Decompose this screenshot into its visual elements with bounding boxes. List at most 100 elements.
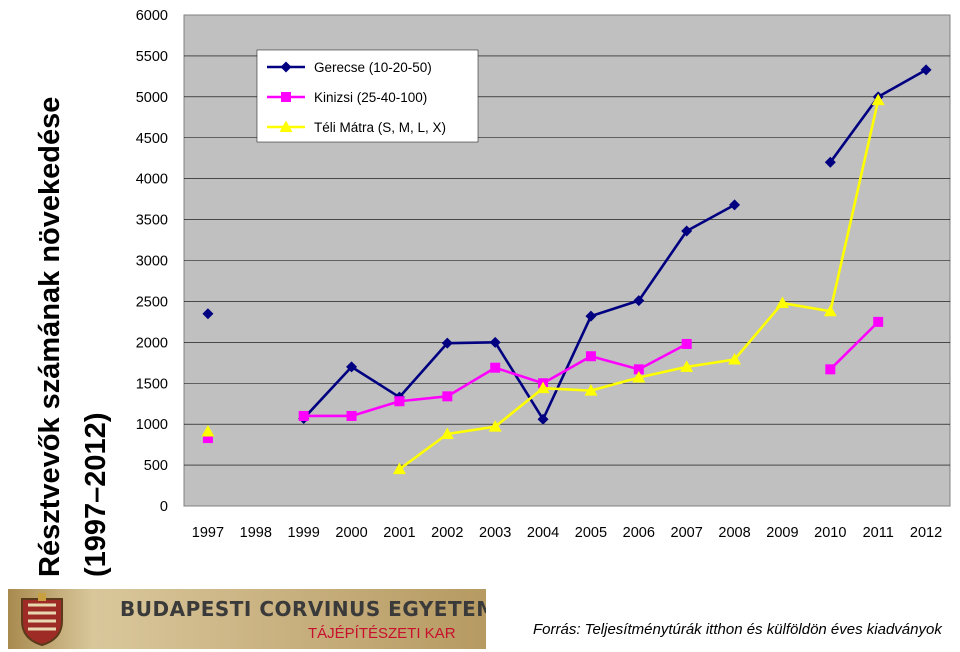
data-point <box>298 410 309 421</box>
data-point <box>201 425 215 437</box>
data-point <box>488 420 502 432</box>
data-point <box>202 308 214 320</box>
series-line-segment <box>637 342 688 371</box>
series-line-segment <box>541 354 593 385</box>
series-line-segment <box>493 366 545 385</box>
title-line-2: (1997–2012) <box>80 413 112 577</box>
legend-label: Téli Mátra (S, M, L, X) <box>314 120 446 135</box>
data-point <box>633 295 645 307</box>
series-line-segment <box>398 395 449 403</box>
y-tick-label: 2000 <box>136 335 168 351</box>
series-2 <box>202 316 884 444</box>
y-tick-label: 5500 <box>136 49 168 65</box>
series-line-segment <box>733 301 784 361</box>
series-lines <box>201 64 932 475</box>
y-tick-label: 5000 <box>136 90 168 106</box>
series-line-segment <box>685 358 736 369</box>
data-point <box>440 427 454 439</box>
legend-label: Gerecse (10-20-50) <box>314 60 432 75</box>
x-tick-label: 2011 <box>863 525 894 541</box>
series-line-segment <box>350 365 401 399</box>
series-line-segment <box>446 425 497 436</box>
data-point <box>202 433 213 444</box>
y-tick-label: 6000 <box>136 8 168 24</box>
y-tick-label: 1000 <box>136 417 168 433</box>
y-tick-label: 3000 <box>136 254 168 270</box>
data-point <box>392 462 406 475</box>
data-point <box>633 364 644 375</box>
data-point <box>537 413 549 425</box>
series-line-segment <box>541 386 593 392</box>
series-line-segment <box>637 365 688 379</box>
title-line-1: Résztvevők számának növekedése <box>34 97 66 577</box>
x-tick-label: 2007 <box>671 525 703 541</box>
x-tick-label: 2002 <box>431 525 463 541</box>
series-line-segment <box>781 301 832 313</box>
series-line-segment <box>637 229 688 302</box>
data-point <box>346 410 357 421</box>
gridlines <box>184 55 950 466</box>
series-line-segment <box>541 314 593 421</box>
series-3 <box>201 93 885 475</box>
data-point <box>584 384 598 396</box>
data-point <box>680 360 694 372</box>
x-tick-label: 2006 <box>623 525 655 541</box>
series-line-segment <box>685 203 736 233</box>
y-tick-label: 4000 <box>136 172 168 188</box>
y-axis-ticks: 0 500 1000 1500 2000 2500 3000 3500 4000 4500 5000… <box>136 8 168 515</box>
faculty-name: TÁJÉPÍTÉSZETI KAR <box>308 625 456 642</box>
university-name: BUDAPESTI CORVINUS EGYETEM <box>120 597 486 621</box>
data-point <box>823 304 837 317</box>
x-tick-label: 2000 <box>335 525 367 541</box>
series-line-segment <box>350 399 401 418</box>
legend-label: Kinizsi (25-40-100) <box>314 90 427 105</box>
data-point <box>681 225 693 237</box>
university-banner: BUDAPESTI CORVINUS EGYETEM TÁJÉPÍTÉSZETI… <box>8 589 486 649</box>
x-tick-label: 2001 <box>383 525 415 541</box>
x-tick-label: 2005 <box>575 525 607 541</box>
series-line-segment <box>589 299 641 318</box>
series-line-segment <box>302 365 353 420</box>
data-point <box>489 336 501 348</box>
data-point <box>442 391 453 402</box>
y-tick-label: 2500 <box>136 294 168 310</box>
data-point <box>585 351 596 362</box>
series-line-segment <box>829 98 880 313</box>
x-tick-label: 2012 <box>910 525 942 541</box>
data-point <box>729 199 741 211</box>
y-tick-label: 500 <box>144 458 168 474</box>
series-line-segment <box>398 341 449 399</box>
series-line-segment <box>829 320 880 371</box>
legend: Gerecse (10-20-50) Kinizsi (25-40-100) Tél… <box>256 49 479 143</box>
data-point <box>585 310 597 322</box>
series-line-segment <box>589 376 641 392</box>
x-tick-label: 2003 <box>479 525 511 541</box>
chart-title-vertical: Résztvevők számának növekedése (1997–201… <box>34 97 112 577</box>
series-line-segment <box>398 432 449 471</box>
line-chart: 0 500 1000 1500 2000 2500 3000 3500 4000 4500 5000… <box>136 8 951 541</box>
crest-icon <box>21 593 63 647</box>
data-point <box>394 396 405 407</box>
legend-marker <box>281 92 291 102</box>
x-axis-ticks: 1997 1998 1999 2000 2001 2002 2003 2004 2005 2006… <box>192 525 942 541</box>
y-tick-label: 4500 <box>136 131 168 147</box>
data-point <box>871 93 885 106</box>
data-point <box>873 316 884 327</box>
x-tick-label: 2010 <box>814 525 846 541</box>
x-tick-label: 1999 <box>288 525 320 541</box>
data-point <box>825 364 836 375</box>
series-line-segment <box>589 354 641 371</box>
x-tick-label: 2009 <box>766 525 798 541</box>
series-line-segment <box>446 366 497 398</box>
data-point <box>441 337 453 349</box>
data-point <box>346 361 358 373</box>
data-point <box>681 338 692 349</box>
data-point <box>632 371 646 383</box>
data-point <box>728 353 742 365</box>
y-tick-label: 3500 <box>136 213 168 229</box>
series-line-segment <box>493 386 545 428</box>
legend-marker <box>280 61 292 73</box>
y-tick-label: 1500 <box>136 376 168 392</box>
x-tick-label: 2008 <box>718 525 750 541</box>
source-note: Forrás: Teljesítménytúrák itthon és külf… <box>533 621 942 638</box>
